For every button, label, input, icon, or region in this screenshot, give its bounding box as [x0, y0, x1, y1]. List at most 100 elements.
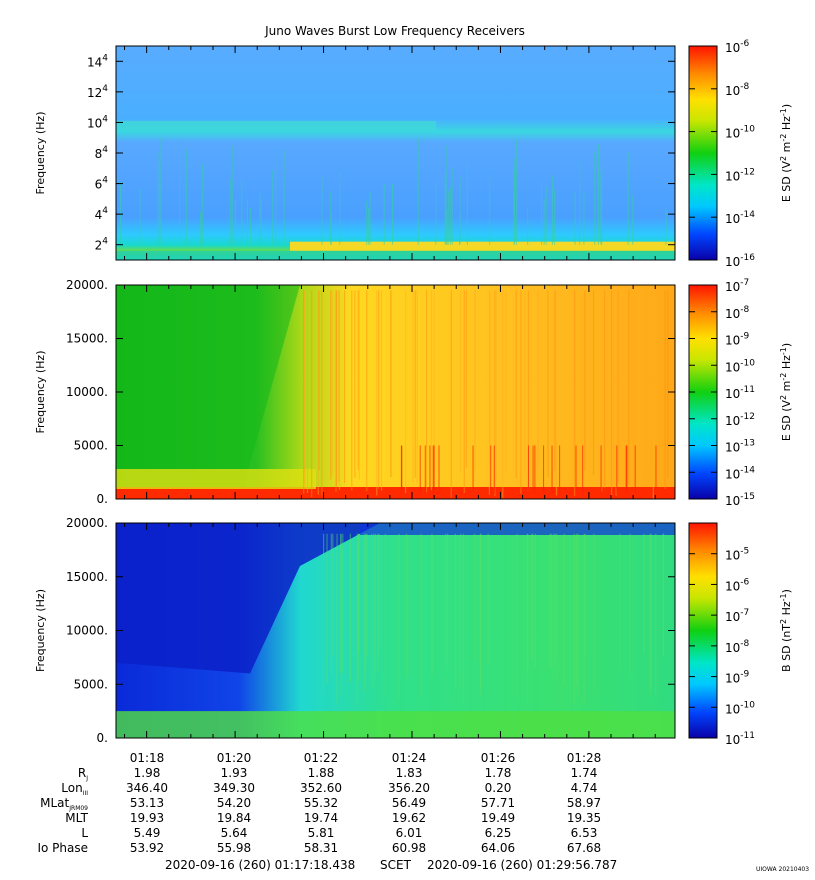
- time-tick-label-5: 01:28: [567, 751, 602, 765]
- ytick-label-2-3: 15000.: [66, 332, 108, 346]
- time-tick-label-3: 01:24: [392, 751, 427, 765]
- ephem-label-3: MLT: [65, 811, 88, 825]
- ephem-value-3-4: 19.49: [481, 811, 515, 825]
- ephem-value-3-2: 19.74: [304, 811, 338, 825]
- ephem-label-5: Io Phase: [37, 841, 88, 855]
- ytick-label-1-3: 84: [95, 145, 109, 161]
- svg-text:10-5: 10-5: [725, 547, 749, 563]
- svg-text:10-10: 10-10: [725, 125, 755, 141]
- ephem-value-5-0: 53.92: [130, 841, 164, 855]
- ephem-value-5-3: 60.98: [392, 841, 426, 855]
- ylabel-1: Frequency (Hz): [34, 112, 47, 195]
- time-tick-label-1: 01:20: [217, 751, 252, 765]
- colorbar-tick-1-1: 10-8: [725, 82, 750, 98]
- ytick-label-1-5: 124: [87, 84, 108, 100]
- credit-stamp: UIOWA 20210403: [756, 866, 810, 873]
- svg-text:10-12: 10-12: [725, 167, 755, 183]
- colorbar-tick-2-6: 10-13: [725, 439, 755, 455]
- ephem-value-3-0: 19.93: [130, 811, 164, 825]
- svg-text:10-8: 10-8: [725, 82, 750, 98]
- ephem-value-1-4: 0.20: [485, 781, 512, 795]
- ephem-value-0-5: 1.74: [571, 766, 598, 780]
- panel-2: 0. 5000. 10000. 15000. 20000. Frequency (Hz) 1…: [34, 278, 793, 508]
- ylabel-2: Frequency (Hz): [34, 351, 47, 434]
- colorbar-tick-2-5: 10-12: [725, 412, 755, 428]
- svg-text:10-11: 10-11: [725, 731, 755, 747]
- ephem-value-4-4: 6.25: [485, 826, 512, 840]
- ephem-value-2-3: 56.49: [392, 796, 426, 810]
- colorbar-tick-3-2: 10-7: [725, 608, 749, 624]
- ephem-value-1-2: 352.60: [300, 781, 342, 795]
- svg-text:104: 104: [87, 114, 108, 130]
- ephem-label-4: L: [81, 826, 88, 840]
- ephem-value-4-1: 5.64: [221, 826, 248, 840]
- ephem-value-3-1: 19.84: [217, 811, 251, 825]
- chart-title: Juno Waves Burst Low Frequency Receivers: [265, 24, 525, 38]
- ytick-label-3-0: 0.: [97, 731, 108, 745]
- ephem-value-5-5: 67.68: [567, 841, 601, 855]
- colorbar-1: 10-6 10-8 10-10 10-12 10-14 10-16 E SD (V2 m-2…: [688, 39, 793, 269]
- svg-text:24: 24: [95, 237, 109, 253]
- svg-text:10-10: 10-10: [725, 700, 755, 716]
- ytick-label-1-2: 64: [95, 176, 109, 192]
- ephem-label-2: MLatJRM09: [40, 796, 88, 812]
- colorbar-tick-2-0: 10-7: [725, 278, 749, 294]
- svg-text:10-13: 10-13: [725, 439, 755, 455]
- ephem-value-2-1: 54.20: [217, 796, 251, 810]
- panel-3: 0. 5000. 10000. 15000. 20000. Frequency (Hz) 1…: [34, 516, 793, 747]
- time-tick-label-2: 01:22: [304, 751, 339, 765]
- ephem-value-5-1: 55.98: [217, 841, 251, 855]
- ephem-value-2-5: 58.97: [567, 796, 601, 810]
- ephem-value-3-5: 19.35: [567, 811, 601, 825]
- svg-text:10-12: 10-12: [725, 412, 755, 428]
- svg-text:10-15: 10-15: [725, 492, 755, 508]
- ephem-value-1-5: 4.74: [571, 781, 598, 795]
- ephem-value-0-4: 1.78: [485, 766, 512, 780]
- ephem-value-1-0: 346.40: [126, 781, 168, 795]
- ytick-label-1-1: 44: [95, 206, 109, 222]
- footer-end: 2020-09-16 (260) 01:29:56.787: [427, 858, 618, 872]
- svg-text:124: 124: [87, 84, 108, 100]
- colorbar-label-2: E SD (V2 m-2 Hz-1): [779, 343, 793, 441]
- ytick-label-1-6: 144: [87, 53, 108, 69]
- svg-text:10-7: 10-7: [725, 278, 749, 294]
- ephem-value-3-3: 19.62: [392, 811, 426, 825]
- ephem-value-0-2: 1.88: [308, 766, 335, 780]
- svg-text:64: 64: [95, 176, 109, 192]
- svg-text:44: 44: [95, 206, 109, 222]
- svg-text:10-14: 10-14: [725, 210, 755, 226]
- ylabel-3: Frequency (Hz): [34, 589, 47, 672]
- ytick-label-3-3: 15000.: [66, 570, 108, 584]
- svg-text:10-6: 10-6: [725, 39, 750, 55]
- colorbar-2: 10-7 10-8 10-9 10-10 10-11 10-12 10-13 10-14 10-…: [688, 278, 793, 508]
- svg-text:10-8: 10-8: [725, 305, 750, 321]
- colorbar-label-1: E SD (V2 m-2 Hz-1): [779, 104, 793, 202]
- footer-start: 2020-09-16 (260) 01:17:18.438: [165, 858, 356, 872]
- colorbar-tick-2-1: 10-8: [725, 305, 750, 321]
- colorbar-3: 10-5 10-6 10-7 10-8 10-9 10-10 10-11 B SD (nT2 …: [688, 522, 793, 747]
- colorbar-tick-3-5: 10-10: [725, 700, 755, 716]
- colorbar-tick-3-1: 10-6: [725, 577, 750, 593]
- svg-text:10-14: 10-14: [725, 465, 755, 481]
- colorbar-tick-1-3: 10-12: [725, 167, 755, 183]
- ephem-label-0: RJ: [78, 766, 88, 782]
- ephem-value-5-2: 58.31: [304, 841, 338, 855]
- colorbar-tick-2-3: 10-10: [725, 358, 755, 374]
- colorbar-tick-3-3: 10-8: [725, 639, 750, 655]
- footer-scet: SCET: [380, 858, 411, 872]
- colorbar-tick-3-4: 10-9: [725, 670, 750, 686]
- spectrogram-1: [116, 46, 675, 260]
- colorbar-tick-2-2: 10-9: [725, 332, 750, 348]
- ytick-label-2-0: 0.: [97, 492, 108, 506]
- ytick-label-2-4: 20000.: [66, 278, 108, 292]
- svg-text:10-10: 10-10: [725, 358, 755, 374]
- ephem-value-0-1: 1.93: [221, 766, 248, 780]
- ytick-label-3-2: 10000.: [66, 624, 108, 638]
- spectrogram-2: [116, 285, 675, 499]
- colorbar-tick-1-4: 10-14: [725, 210, 755, 226]
- ytick-label-1-0: 24: [95, 237, 109, 253]
- ephem-label-1: LonIII: [61, 781, 88, 797]
- time-tick-label-4: 01:26: [481, 751, 516, 765]
- ytick-label-2-2: 10000.: [66, 385, 108, 399]
